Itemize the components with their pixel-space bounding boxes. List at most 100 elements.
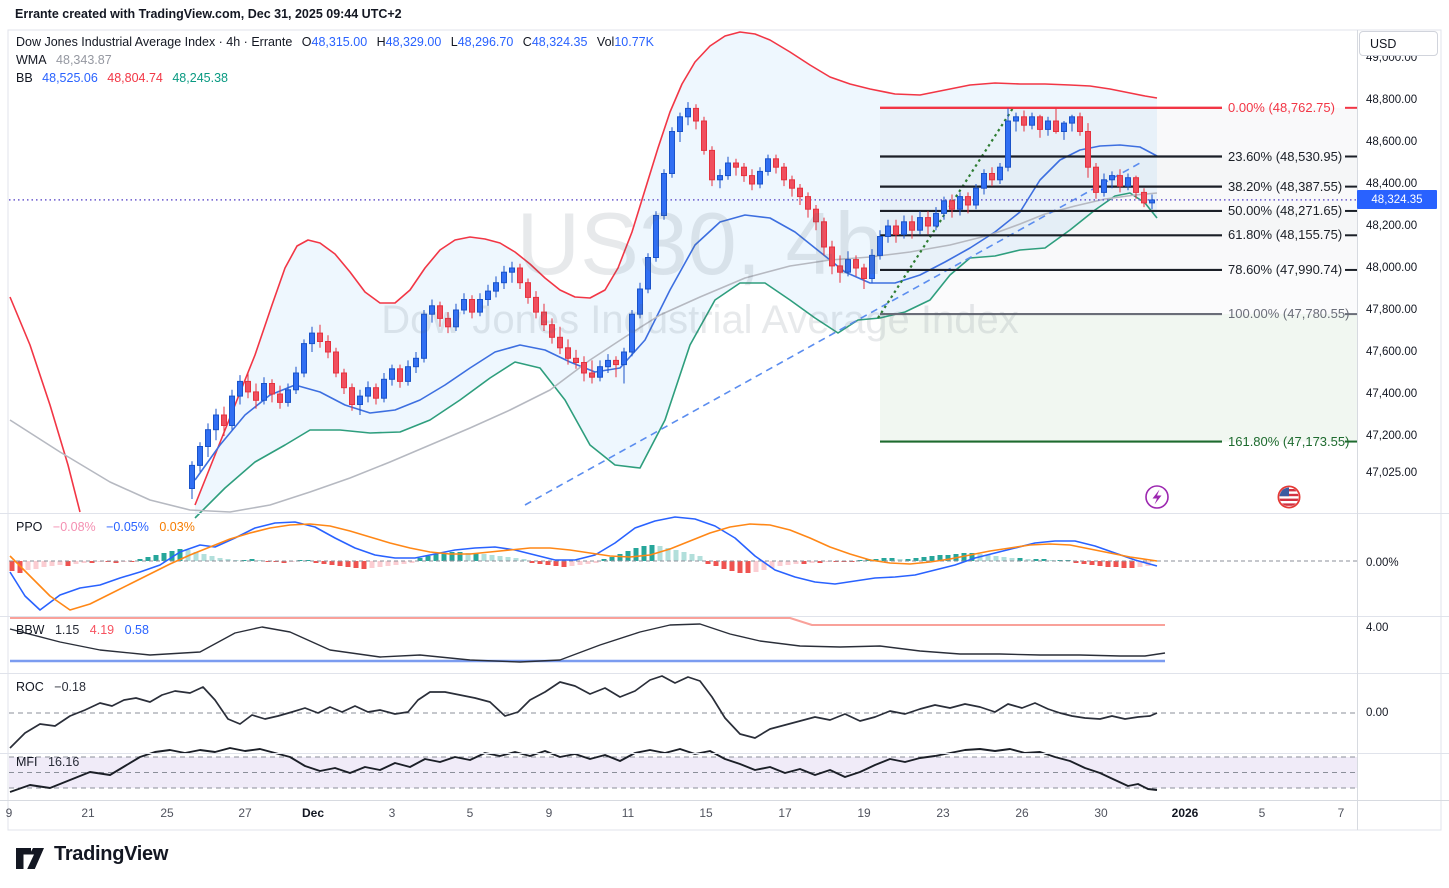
- wma[interactable]: [9, 192, 1158, 513]
- tradingview-logo-icon[interactable]: [16, 848, 44, 869]
- candle-body: [693, 107, 699, 122]
- brand-text: TradingView: [54, 843, 169, 865]
- bb-legend[interactable]: BB 48,525.06 48,804.74 48,245.38: [16, 71, 228, 85]
- ppo-histogram-bar: [337, 561, 343, 566]
- ppo-histogram-bar: [769, 561, 775, 568]
- indicator-axis-tick[interactable]: 0.00%: [1366, 557, 1399, 569]
- time-axis-tick[interactable]: 15: [699, 806, 713, 820]
- time-axis-tick[interactable]: 9: [545, 806, 553, 820]
- candle-body: [749, 175, 755, 185]
- bb-upper-left[interactable]: [9, 296, 81, 513]
- bbw-upper-level[interactable]: [10, 617, 1165, 626]
- time-axis-tick[interactable]: 2026: [1171, 806, 1199, 820]
- candle-body: [853, 259, 859, 269]
- ppo-histogram-bar: [225, 559, 231, 561]
- lightning-icon[interactable]: [1145, 485, 1169, 509]
- ppo-histogram-bar: [201, 554, 207, 561]
- bbw-line[interactable]: [9, 623, 1166, 663]
- bb-basis[interactable]: [194, 144, 1158, 481]
- time-axis-tick[interactable]: 27: [238, 806, 252, 820]
- ppo-histogram-bar: [1097, 561, 1103, 566]
- us-flag-icon[interactable]: [1277, 485, 1301, 509]
- candle-body: [437, 305, 443, 319]
- candle-body: [357, 395, 363, 406]
- ppo-legend[interactable]: PPO −0.08% −0.05% 0.03%: [16, 520, 202, 534]
- candle-body: [597, 366, 603, 378]
- time-axis-tick[interactable]: 11: [621, 806, 635, 820]
- bb-lower[interactable]: [194, 192, 1158, 519]
- bbw-legend[interactable]: BBW 1.15 4.19 0.58: [16, 623, 156, 637]
- candle-body: [525, 282, 531, 298]
- bb-upper[interactable]: [194, 31, 1158, 506]
- candle-body: [245, 380, 251, 393]
- ppo-line[interactable]: [9, 516, 1158, 611]
- bb-lower-value: 48,245.38: [172, 71, 228, 85]
- price-axis-tick[interactable]: 48,600.00: [1366, 136, 1418, 148]
- time-axis-tick[interactable]: 30: [1094, 806, 1108, 820]
- mfi-legend[interactable]: MFI 16.16: [16, 755, 86, 769]
- candle-body: [493, 282, 499, 292]
- time-axis-tick[interactable]: 23: [936, 806, 950, 820]
- candle-body: [765, 158, 771, 172]
- time-axis-tick[interactable]: 3: [388, 806, 396, 820]
- candle-body: [325, 341, 331, 353]
- price-axis-tick[interactable]: 47,025.00: [1366, 466, 1418, 479]
- mfi-line[interactable]: [9, 747, 1158, 793]
- ppo-histogram-bar: [513, 558, 519, 561]
- time-axis-tick[interactable]: 21: [81, 806, 95, 820]
- currency-button[interactable]: USD: [1359, 31, 1438, 56]
- time-axis-tick[interactable]: 26: [1015, 806, 1029, 820]
- candle-body: [701, 120, 707, 151]
- price-axis-tick[interactable]: 47,400.00: [1366, 388, 1418, 400]
- candle-body: [541, 311, 547, 326]
- ppo-histogram-bar: [25, 561, 31, 570]
- price-axis-tick[interactable]: 48,800.00: [1366, 94, 1418, 106]
- candle-body: [517, 267, 523, 284]
- price-axis-tick[interactable]: 47,600.00: [1366, 346, 1418, 358]
- time-axis-tick[interactable]: 9: [5, 806, 13, 820]
- ppo-signal[interactable]: [9, 523, 1158, 611]
- candle-body: [1037, 116, 1043, 130]
- mfi-value: 16.16: [48, 755, 80, 769]
- candle-body: [1021, 116, 1027, 126]
- price-axis-tick[interactable]: 48,400.00: [1366, 178, 1418, 190]
- time-axis-tick[interactable]: 7: [1337, 806, 1345, 820]
- time-axis-tick[interactable]: 5: [1258, 806, 1266, 820]
- price-axis-tick[interactable]: 48,200.00: [1366, 220, 1418, 232]
- ppo-hist-value: −0.08%: [52, 520, 96, 534]
- ppo-histogram-bar: [497, 556, 503, 561]
- time-axis-tick[interactable]: 17: [778, 806, 792, 820]
- ppo-histogram-bar: [737, 561, 743, 573]
- candle-body: [477, 299, 483, 313]
- ppo-histogram-bar: [57, 561, 63, 565]
- fib-level-label: 78.60% (47,990.74): [1228, 261, 1343, 277]
- ppo-histogram-bar: [1073, 561, 1079, 563]
- trendline-dashed[interactable]: [524, 162, 1141, 506]
- time-axis-tick[interactable]: 25: [160, 806, 174, 820]
- roc-line[interactable]: [9, 675, 1158, 749]
- tradingview-logo[interactable]: TradingView: [13, 843, 168, 866]
- candle-body: [845, 259, 851, 273]
- indicator-axis-tick[interactable]: 4.00: [1366, 622, 1389, 634]
- symbol-title[interactable]: Dow Jones Industrial Average Index · 4h …: [16, 35, 293, 49]
- time-axis-tick[interactable]: 5: [466, 806, 474, 820]
- time-axis-tick[interactable]: Dec: [301, 806, 325, 820]
- ppo-histogram-bar: [313, 561, 319, 563]
- price-axis-tick[interactable]: 48,000.00: [1366, 262, 1418, 274]
- price-axis-tick[interactable]: 47,200.00: [1366, 430, 1418, 442]
- candle-body: [589, 372, 595, 378]
- candle-body: [573, 357, 579, 363]
- ppo-histogram-bar: [41, 561, 47, 567]
- candle-body: [581, 362, 587, 374]
- symbol-legend[interactable]: Dow Jones Industrial Average Index · 4h …: [16, 35, 654, 49]
- indicator-axis-tick[interactable]: 0.00: [1366, 707, 1389, 719]
- ppo-histogram-bar: [73, 561, 79, 564]
- price-axis-tick[interactable]: 47,800.00: [1366, 304, 1418, 316]
- time-axis-tick[interactable]: 19: [857, 806, 871, 820]
- wma-legend[interactable]: WMA 48,343.87: [16, 53, 112, 67]
- high-value: 48,329.00: [385, 35, 442, 49]
- candle-body: [893, 225, 899, 235]
- ppo-histogram-bar: [625, 551, 631, 561]
- roc-legend[interactable]: ROC −0.18: [16, 680, 93, 694]
